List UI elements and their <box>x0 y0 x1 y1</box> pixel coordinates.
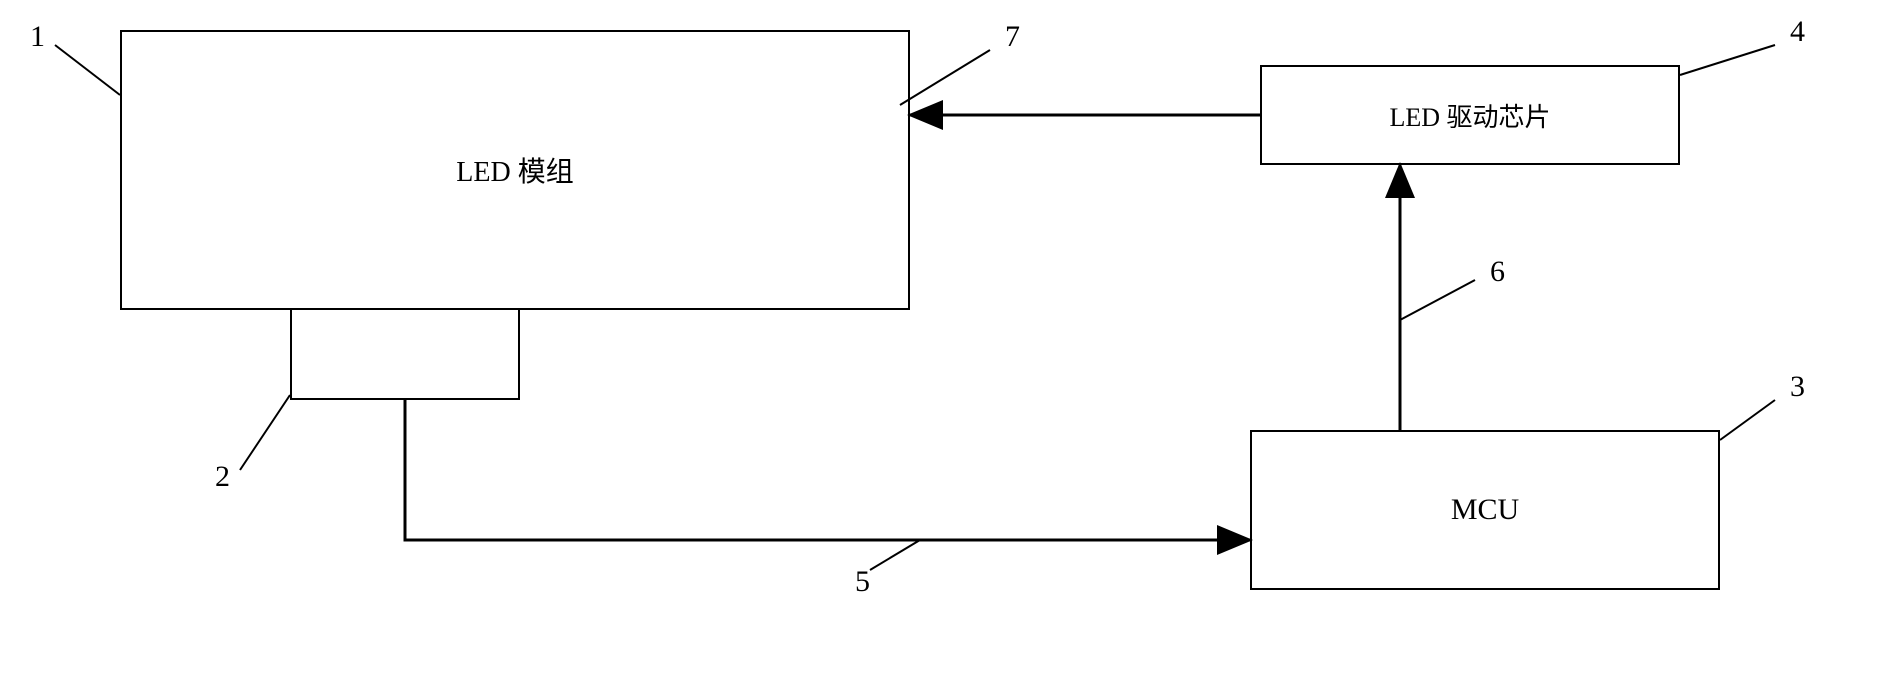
callout-line-4 <box>1680 45 1775 75</box>
callout-line-3 <box>1720 400 1775 440</box>
mcu-box: MCU <box>1250 430 1720 590</box>
callout-7: 7 <box>1005 20 1020 54</box>
callout-line-7 <box>900 50 990 105</box>
callout-5: 5 <box>855 565 870 599</box>
led-driver-label: LED 驱动芯片 <box>1389 97 1550 134</box>
callout-3: 3 <box>1790 370 1805 404</box>
callout-4: 4 <box>1790 15 1805 49</box>
mcu-label: MCU <box>1451 493 1519 527</box>
sensor-box <box>290 310 520 400</box>
led-module-label: LED 模组 <box>456 150 573 190</box>
led-module-box: LED 模组 <box>120 30 910 310</box>
callout-6: 6 <box>1490 255 1505 289</box>
edge-5 <box>405 400 1250 540</box>
callout-line-6 <box>1400 280 1475 320</box>
callout-2: 2 <box>215 460 230 494</box>
callout-1: 1 <box>30 20 45 54</box>
callout-line-1 <box>55 45 120 95</box>
led-driver-box: LED 驱动芯片 <box>1260 65 1680 165</box>
callout-line-2 <box>240 395 290 470</box>
callout-line-5 <box>870 540 920 570</box>
